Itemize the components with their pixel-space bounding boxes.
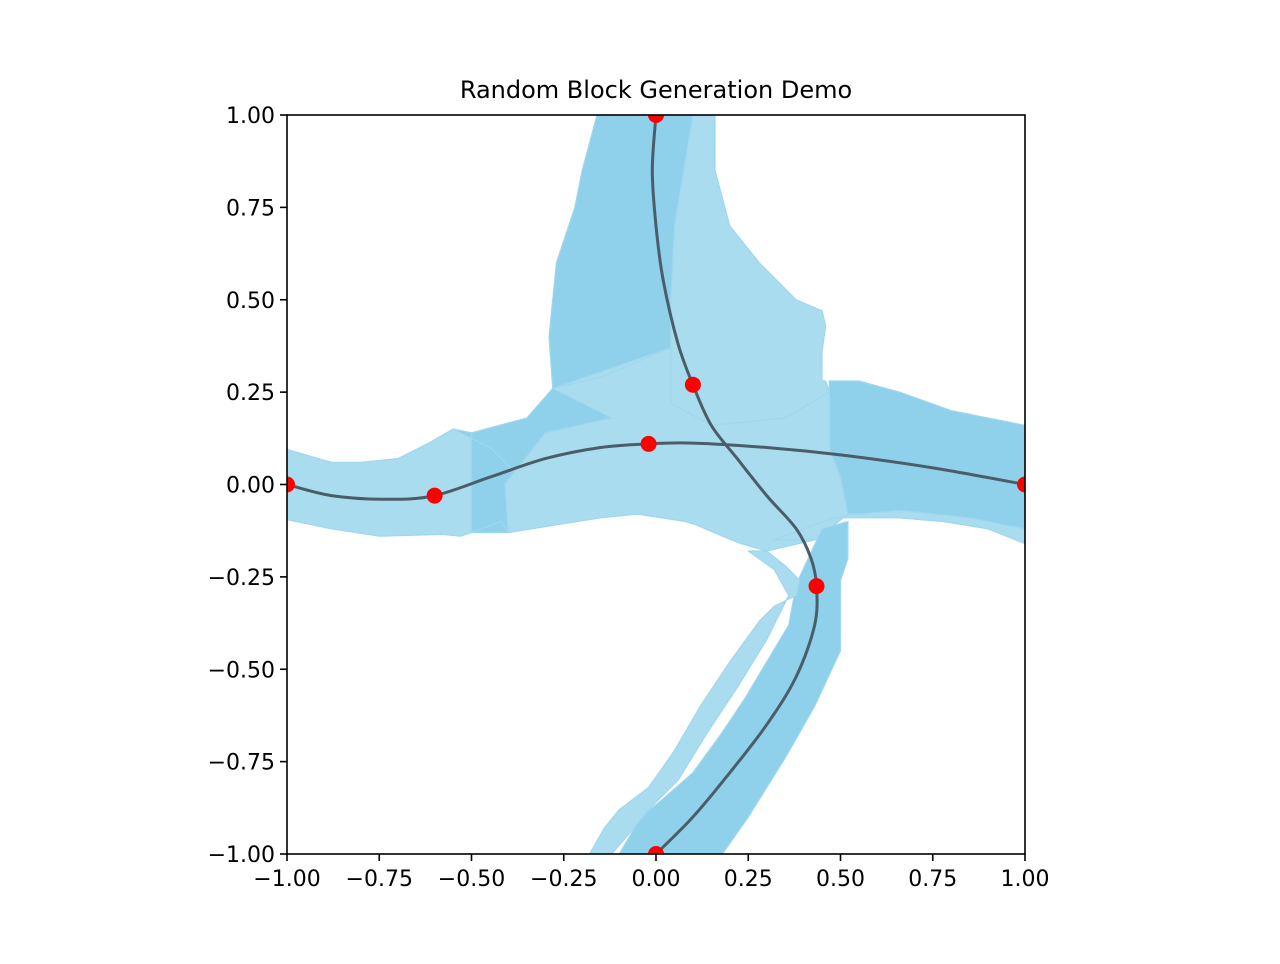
y-tick-label: −0.25 (208, 566, 275, 591)
block-5 (504, 347, 849, 552)
curve-0 (287, 441, 1025, 501)
y-axis: −1.00 −0.75 −0.50 −0.25 0.00 0.25 0.50 0.75 1.00 (208, 104, 287, 868)
data-point-2 (640, 435, 657, 452)
points-layer (287, 115, 1025, 854)
x-tick-label: −0.50 (438, 867, 505, 892)
x-tick-label: −0.75 (346, 867, 413, 892)
block-9 (588, 550, 801, 854)
x-tick-label: 0.00 (632, 867, 681, 892)
data-point-1 (426, 487, 443, 504)
y-tick-label: 0.50 (226, 289, 275, 314)
x-tick-label: 0.75 (908, 867, 957, 892)
y-tick-label: −1.00 (208, 843, 275, 868)
curve-1 (650, 115, 819, 854)
y-tick-label: 0.75 (226, 196, 275, 221)
data-point-0 (287, 476, 295, 493)
chart-title: Random Block Generation Demo (460, 76, 852, 104)
data-point-3 (1017, 476, 1025, 493)
y-tick-label: 1.00 (226, 104, 275, 129)
plot-area (287, 115, 1025, 854)
blocks-layer (287, 115, 1025, 854)
block-7 (773, 509, 1025, 545)
y-tick-label: 0.00 (226, 474, 275, 499)
x-tick-label: 0.50 (816, 867, 865, 892)
y-tick-label: 0.25 (226, 381, 275, 406)
y-tick-label: −0.50 (208, 658, 275, 683)
x-tick-label: −0.25 (530, 867, 597, 892)
x-tick-label: 0.25 (724, 867, 773, 892)
block-3 (287, 428, 473, 537)
x-tick-label: 1.00 (1001, 867, 1050, 892)
block-8 (618, 520, 849, 854)
x-tick-label: −1.00 (253, 867, 320, 892)
data-point-6 (808, 578, 825, 595)
data-point-4 (648, 115, 664, 123)
curves-layer (287, 115, 1025, 854)
x-axis: −1.00 −0.75 −0.50 −0.25 0.00 0.25 0.50 0.75 1.00 (253, 854, 1049, 892)
data-point-5 (684, 376, 701, 393)
data-point-7 (648, 846, 664, 854)
y-tick-label: −0.75 (208, 751, 275, 776)
